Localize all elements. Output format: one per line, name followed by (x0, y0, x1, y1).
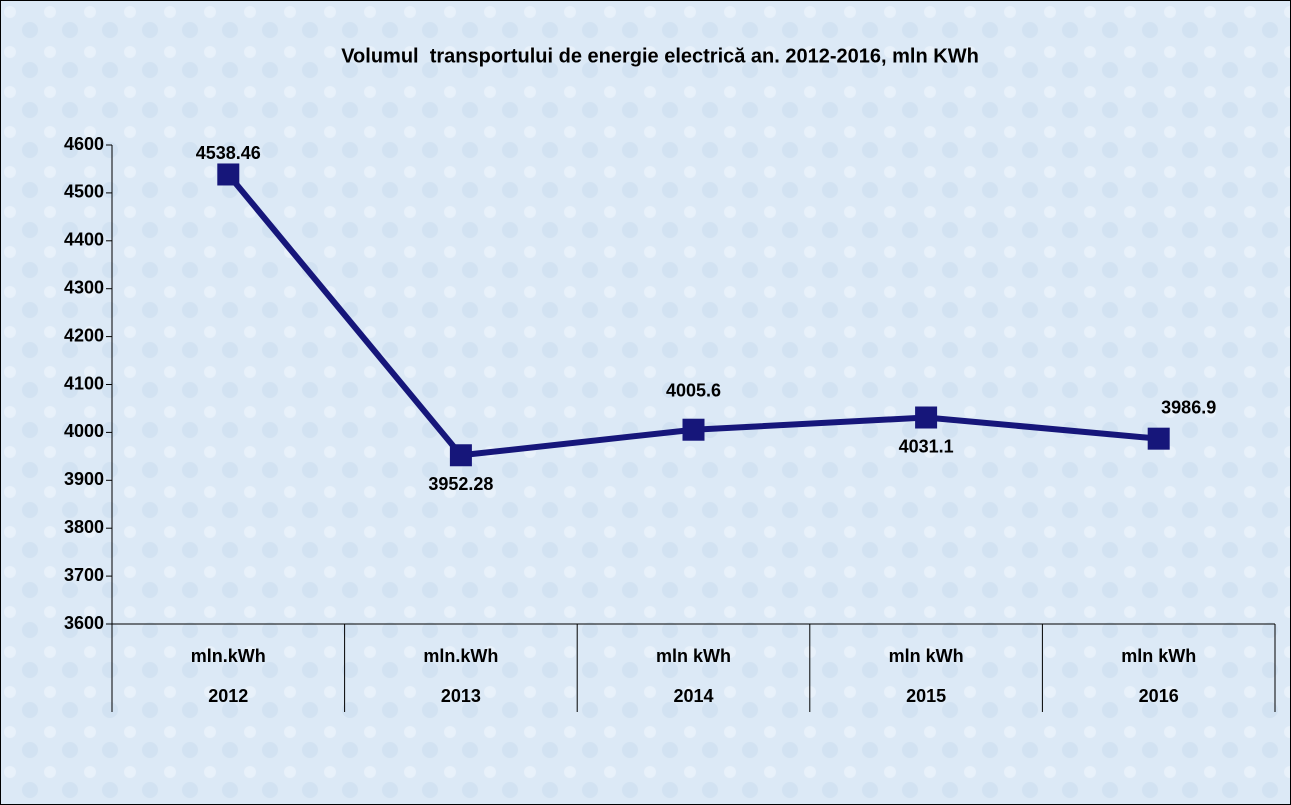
y-tick-label: 3700 (64, 565, 104, 585)
marker (449, 444, 472, 467)
x-unit-label: mln kWh (1121, 646, 1196, 666)
y-tick-label: 4300 (64, 277, 104, 297)
data-label: 3952.28 (428, 474, 493, 494)
x-unit-label: mln.kWh (423, 646, 498, 666)
x-unit-label: mln.kWh (191, 646, 266, 666)
x-tick-label: 2014 (673, 686, 713, 706)
data-label: 4538.46 (196, 143, 261, 163)
data-label: 3986.9 (1161, 397, 1216, 417)
y-tick-label: 4000 (64, 421, 104, 441)
marker (217, 163, 240, 186)
y-tick-label: 3600 (64, 613, 104, 633)
x-tick-label: 2015 (906, 686, 946, 706)
y-tick-label: 3900 (64, 469, 104, 489)
data-label: 4031.1 (899, 436, 954, 456)
y-tick-label: 4600 (64, 134, 104, 154)
y-tick-label: 4200 (64, 325, 104, 345)
chart-title: Volumul transportului de energie electri… (341, 45, 979, 67)
y-tick-label: 4400 (64, 230, 104, 250)
x-tick-label: 2013 (441, 686, 481, 706)
marker (915, 406, 938, 429)
data-label: 4005.6 (666, 380, 721, 400)
x-unit-label: mln kWh (656, 646, 731, 666)
marker (1147, 427, 1170, 450)
y-tick-label: 3800 (64, 517, 104, 537)
x-tick-label: 2016 (1139, 686, 1179, 706)
y-tick-label: 4500 (64, 182, 104, 202)
y-tick-label: 4100 (64, 373, 104, 393)
x-tick-label: 2012 (208, 686, 248, 706)
x-unit-label: mln kWh (889, 646, 964, 666)
marker (682, 418, 705, 441)
